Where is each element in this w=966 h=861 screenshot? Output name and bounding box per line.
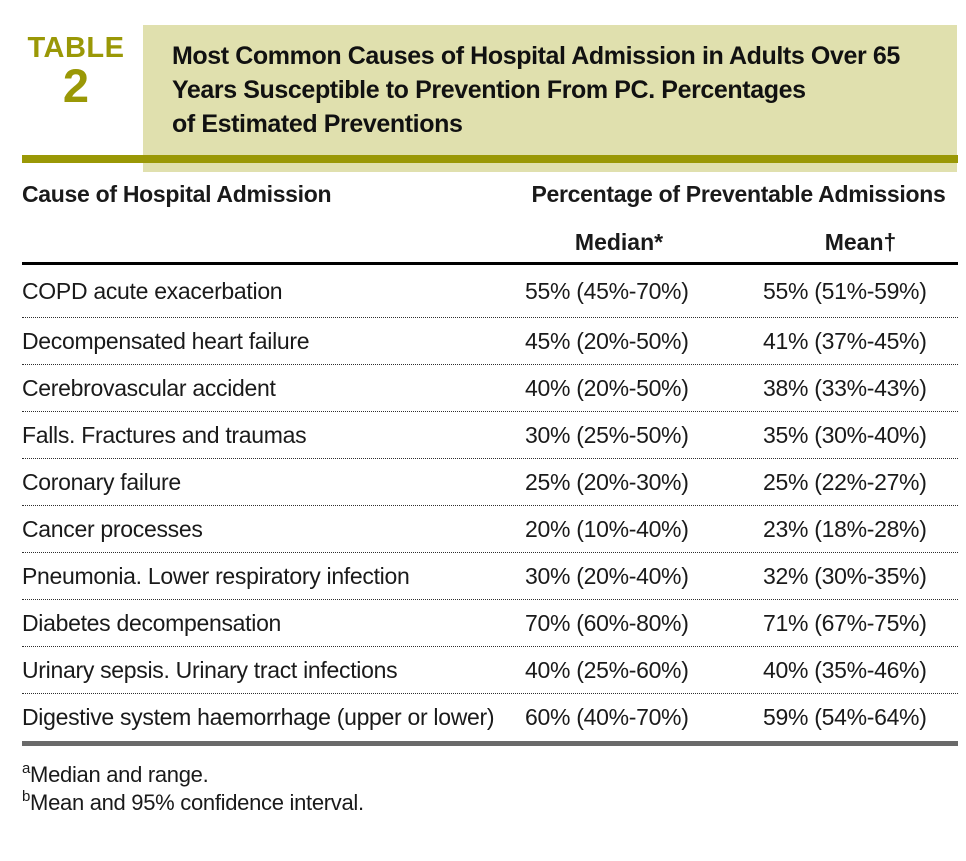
table-row: Falls. Fractures and traumas 30% (25%-50… <box>22 412 958 459</box>
row-cause: Cerebrovascular accident <box>22 374 276 401</box>
row-mean: 25% (22%-27%) <box>763 468 927 495</box>
table-row: COPD acute exacerbation 55% (45%-70%) 55… <box>22 266 958 318</box>
table-row: Coronary failure 25% (20%-30%) 25% (22%-… <box>22 459 958 506</box>
table-row: Pneumonia. Lower respiratory infection 3… <box>22 553 958 600</box>
row-mean: 32% (30%-35%) <box>763 562 927 589</box>
mean-column-header: Mean† <box>824 229 897 255</box>
column-header-row-1: Cause of Hospital Admission Percentage o… <box>22 181 958 207</box>
row-mean: 35% (30%-40%) <box>763 421 927 448</box>
footnote-mean: bMean and 95% confidence interval. <box>22 789 364 817</box>
table-row: Digestive system haemorrhage (upper or l… <box>22 694 958 741</box>
median-column-header: Median* <box>574 229 664 255</box>
table-row: Cerebrovascular accident 40% (20%-50%) 3… <box>22 365 958 412</box>
row-mean: 71% (67%-75%) <box>763 609 927 636</box>
row-mean: 59% (54%-64%) <box>763 704 927 730</box>
row-cause: Cancer processes <box>22 515 203 542</box>
row-mean: 55% (51%-59%) <box>763 278 927 304</box>
row-mean: 23% (18%-28%) <box>763 515 927 542</box>
table-number: 2 <box>62 59 90 112</box>
row-cause: Falls. Fractures and traumas <box>22 421 307 448</box>
row-median: 55% (45%-70%) <box>525 278 689 304</box>
table-row: Urinary sepsis. Urinary tract infections… <box>22 647 958 694</box>
footnote-text-b: Mean and 95% confidence interval. <box>30 790 364 815</box>
table-bottom-rule <box>22 741 958 746</box>
percentage-group-header: Percentage of Preventable Admissions <box>531 181 946 207</box>
table-word: TABLE <box>27 32 125 64</box>
footnote-text-a: Median and range. <box>30 762 209 787</box>
table-row: Cancer processes 20% (10%-40%) 23% (18%-… <box>22 506 958 553</box>
table-title: Most Common Causes of Hospital Admission… <box>172 39 942 141</box>
row-mean: 41% (37%-45%) <box>763 327 927 354</box>
table-body: COPD acute exacerbation 55% (45%-70%) 55… <box>22 266 958 741</box>
row-median: 20% (10%-40%) <box>525 515 689 542</box>
footnotes: aMedian and range. bMean and 95% confide… <box>22 761 364 817</box>
row-median: 40% (25%-60%) <box>525 656 689 683</box>
footnote-marker-a: a <box>22 759 31 777</box>
table-row: Diabetes decompensation 70% (60%-80%) 71… <box>22 600 958 647</box>
row-cause: COPD acute exacerbation <box>22 278 283 304</box>
column-header-row-2: Median* Mean† <box>22 229 958 255</box>
row-median: 30% (20%-40%) <box>525 562 689 589</box>
row-cause: Decompensated heart failure <box>22 327 310 354</box>
row-median: 45% (20%-50%) <box>525 327 689 354</box>
footnote-median: aMedian and range. <box>22 761 364 789</box>
table-row: Decompensated heart failure 45% (20%-50%… <box>22 318 958 365</box>
row-cause: Coronary failure <box>22 468 181 495</box>
footnote-marker-b: b <box>22 787 31 805</box>
row-median: 30% (25%-50%) <box>525 421 689 448</box>
row-mean: 40% (35%-46%) <box>763 656 927 683</box>
row-cause: Pneumonia. Lower respiratory infection <box>22 562 410 589</box>
row-mean: 38% (33%-43%) <box>763 374 927 401</box>
row-median: 25% (20%-30%) <box>525 468 689 495</box>
row-median: 40% (20%-50%) <box>525 374 689 401</box>
cause-column-header: Cause of Hospital Admission <box>22 181 332 207</box>
row-cause: Diabetes decompensation <box>22 609 282 636</box>
row-cause: Digestive system haemorrhage (upper or l… <box>22 704 495 730</box>
table-number-label: TABLE 2 <box>20 33 132 109</box>
header-divider-band <box>22 155 958 163</box>
table-title-line-2: Years Susceptible to Prevention From PC.… <box>172 76 806 104</box>
row-cause: Urinary sepsis. Urinary tract infections <box>22 656 398 683</box>
row-median: 60% (40%-70%) <box>525 704 689 730</box>
table-title-line-1: Most Common Causes of Hospital Admission… <box>172 42 900 70</box>
row-median: 70% (60%-80%) <box>525 609 689 636</box>
title-background-box <box>143 25 957 172</box>
table-title-line-3: of Estimated Preventions <box>172 110 463 138</box>
header-rule <box>22 262 958 265</box>
